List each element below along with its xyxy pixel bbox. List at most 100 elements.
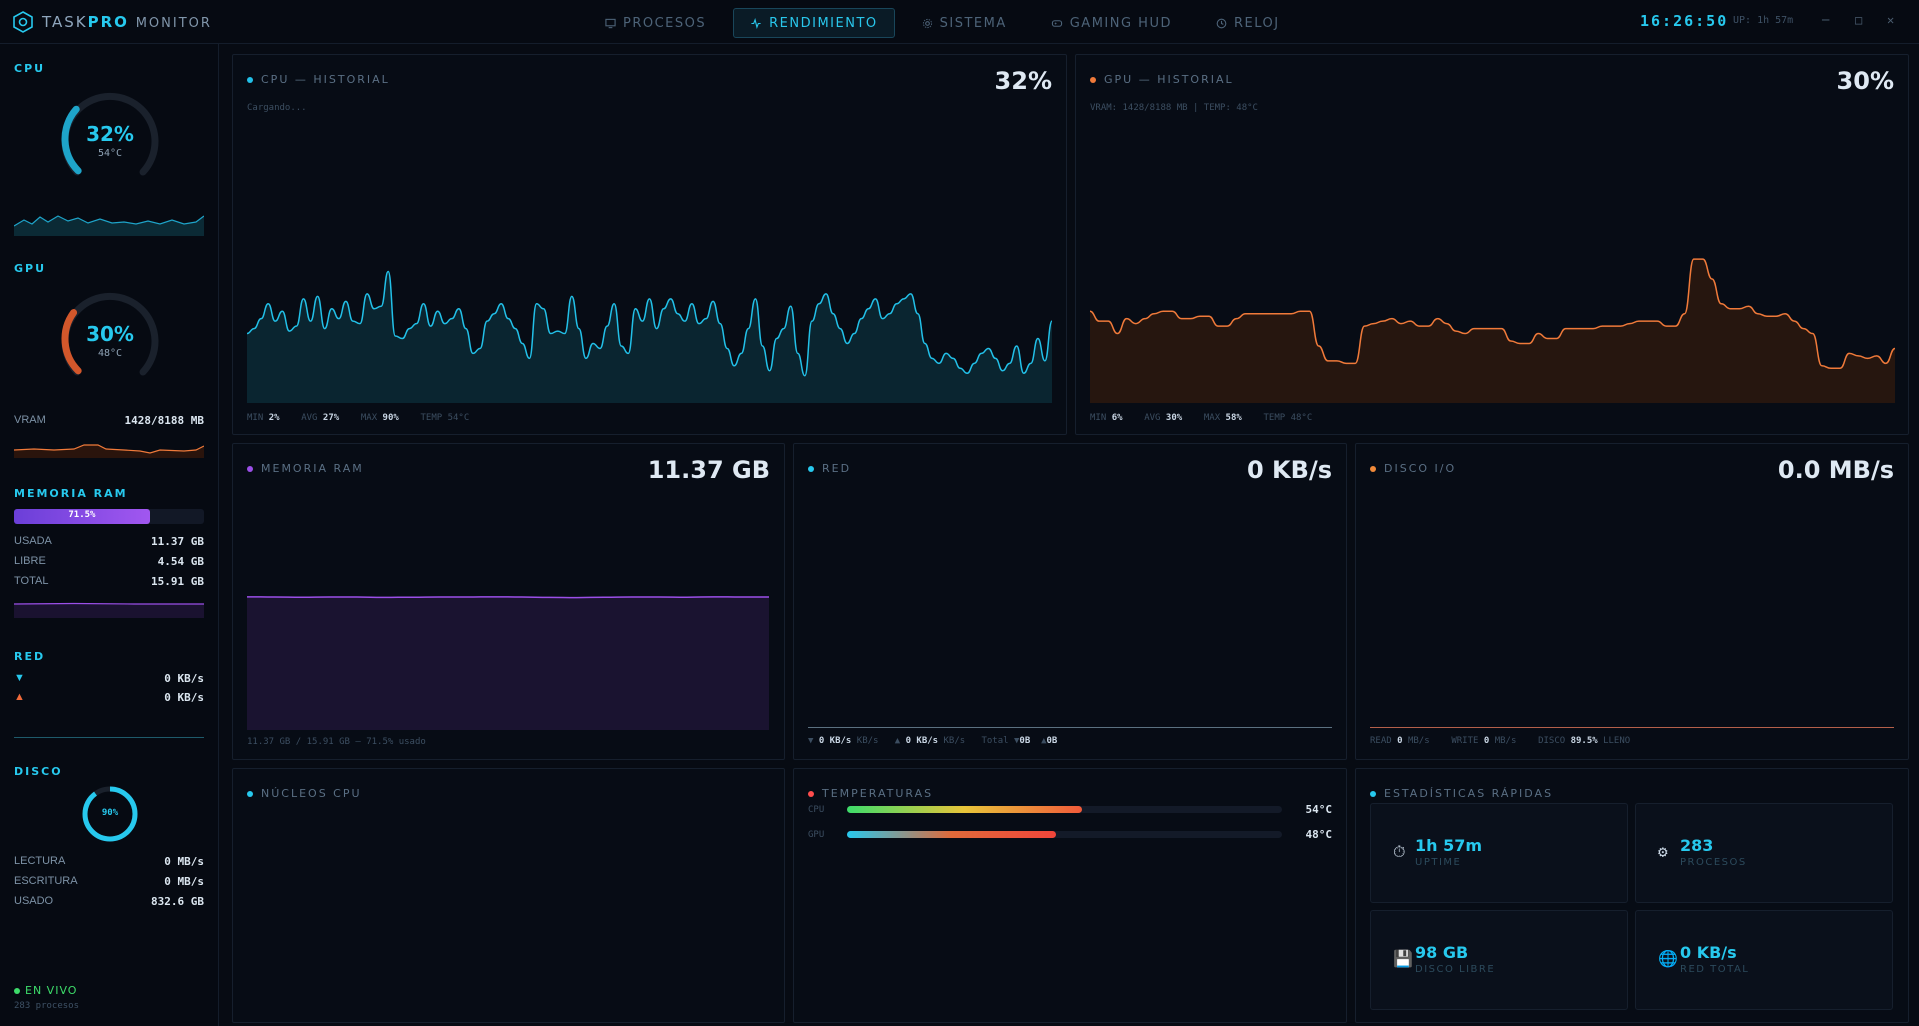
temp-value: 54°C [1305,803,1333,816]
gpu-history-value: 30% [1836,67,1894,95]
app-title: TASKPRO MONITOR [42,13,212,31]
chart-series-line [247,270,1052,377]
disk-icon: 💾 [1393,949,1413,968]
sidebar-cpu-title: CPU [14,62,46,75]
gpu-history-subtitle: VRAM: 1428/8188 MB | TEMP: 48°C [1090,103,1258,113]
stat-card-procesos: ⚙ 283 PROCESOS [1635,803,1893,903]
gpu-max-value: 58% [1225,413,1242,423]
ram-panel: MEMORIA RAM 11.37 GB 11.37 GB / 15.91 GB… [232,443,785,760]
gpu-history-title-text: GPU — HISTORIAL [1104,73,1234,86]
disk-io-footer: READ 0 MB/s WRITE 0 MB/s DISCO 89.5% LLE… [1370,736,1630,746]
network-panel-value: 0 KB/s [1247,456,1332,484]
cpu-history-value: 32% [994,67,1052,95]
network-panel-title: RED [808,462,851,475]
temperatures-title-text: TEMPERATURAS [822,787,934,800]
gpu-history-chart [1090,258,1895,403]
stat-value: 15.91 GB [151,575,204,588]
cpu-temp: 54°C [97,148,123,159]
chart-area-fill [247,596,769,730]
globe-icon: 🌐 [1658,949,1678,968]
gpu-avg-value: 30% [1165,413,1183,423]
temp-bar-track [847,806,1282,813]
chart-area-fill [247,271,1052,403]
disk-io-title: DISCO I/O [1370,462,1456,475]
stat-label: USADA [14,535,52,547]
gpu-dot-icon [1090,76,1096,83]
disk-io-value: 0.0 MB/s [1777,456,1894,484]
network-panel: RED 0 KB/s ▼ 0 KB/s KB/s ▲ 0 KB/s KB/s T… [793,443,1347,760]
tab-label: RENDIMIENTO [769,15,878,31]
disk-full-label: DISCO [1538,736,1566,746]
stat-label: USADO [14,895,54,907]
stat-value: 832.6 GB [151,895,204,908]
net-total-label: Total [981,736,1009,746]
tab-rendimiento[interactable]: RENDIMIENTO [733,8,895,38]
net-down-icon: ▼ [808,736,814,746]
ram-percent: 71.5% [68,510,96,520]
maximize-button[interactable]: □ [1855,13,1863,27]
gpu-history-panel: GPU — HISTORIAL 30% VRAM: 1428/8188 MB |… [1075,54,1909,435]
stat-row-total: TOTAL 15.91 GB [14,575,204,588]
gpu-sparkline [14,444,204,458]
stat-row-usado: USADO 832.6 GB [14,895,204,908]
gpu-history-footer: MIN 6% AVG 30% MAX 58% TEMP 48°C [1090,413,1312,423]
cpu-history-title-text: CPU — HISTORIAL [261,73,390,86]
chart-area-fill [1090,259,1895,403]
stat-card-disco-libre: 💾 98 GB DISCO LIBRE [1370,910,1628,1010]
cpu-history-subtitle: Cargando... [247,103,307,113]
disk-read-value: 0 [1397,736,1403,746]
net-total-down-icon: ▼ [1013,736,1020,746]
brand-subtitle: MONITOR [135,16,212,31]
cpu-history-title: CPU — HISTORIAL [247,73,390,86]
net-up-value: 0 KB/s [164,691,204,704]
stat-value: 98 GB [1415,943,1469,962]
stats-dot-icon [1370,790,1376,797]
disk-write-label: WRITE [1451,736,1479,746]
stat-label: ESCRITURA [14,875,78,887]
uptime-label: UP: 1h 57m [1733,15,1794,26]
ram-progress-track: 71.5% [14,509,204,524]
disk-full-suffix: LLENO [1603,736,1631,746]
stat-value: 4.54 GB [157,555,204,568]
net-up-footer-value: 0 KB/s [905,736,939,746]
tab-gaming-hud[interactable]: GAMING HUD [1034,8,1189,38]
tab-sistema[interactable]: SISTEMA [905,8,1024,38]
disk-read-unit: MB/s [1407,736,1430,746]
temp-dot-icon [808,790,814,797]
net-total-up: 0B [1046,736,1058,746]
gpu-max-label: MAX [1203,413,1221,423]
stat-row-usada: USADA 11.37 GB [14,535,204,548]
net-down-value: 0 KB/s [164,672,204,685]
net-sparkline [14,737,204,738]
disk-chart-line [1370,727,1894,728]
stat-card-red-total: 🌐 0 KB/s RED TOTAL [1635,910,1893,1010]
stat-value: 0 KB/s [1680,943,1737,962]
sidebar-gpu-title: GPU [14,262,47,275]
minimize-button[interactable]: ─ [1822,13,1830,27]
cores-dot-icon [247,790,253,797]
stat-label: LECTURA [14,855,66,867]
quick-stats-panel: ESTADÍSTICAS RÁPIDAS ⏱ 1h 57m UPTIME ⚙ 283 PR… [1355,768,1909,1023]
stat-label: PROCESOS [1680,857,1747,868]
disk-gauge-arc [82,786,138,842]
tab-label: SISTEMA [939,15,1007,31]
sidebar-disk-title: DISCO [14,765,63,778]
tab-label: RELOJ [1233,15,1280,31]
stat-value: 0 MB/s [164,875,204,888]
stat-card-uptime: ⏱ 1h 57m UPTIME [1370,803,1628,903]
cpu-dot-icon [247,76,253,83]
cpu-history-chart [247,270,1052,403]
ram-chart [247,596,769,730]
cpu-gauge [61,92,159,176]
close-button[interactable]: ✕ [1887,13,1895,27]
tab-reloj[interactable]: RELOJ [1199,8,1297,38]
gpu-min-value: 6% [1111,413,1123,423]
disk-full-value: 89.5% [1570,736,1598,746]
brand-bold-text: PRO [87,13,129,31]
tab-procesos[interactable]: PROCESOS [588,8,723,38]
net-dot-icon [808,465,814,472]
stat-row-lectura: LECTURA 0 MB/s [14,855,204,868]
cpu-percent: 32% [86,122,134,146]
chart-series-line [1090,258,1895,370]
cpu-history-footer: MIN 2% AVG 27% MAX 90% TEMP 54°C [247,413,469,423]
